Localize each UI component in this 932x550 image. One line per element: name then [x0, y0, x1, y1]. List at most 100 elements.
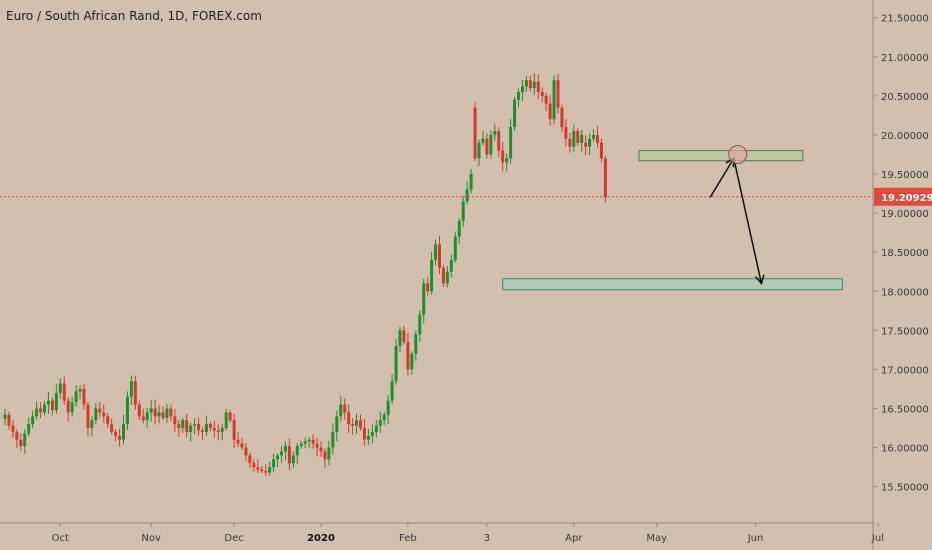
candle-body — [228, 412, 232, 421]
candle-body — [359, 420, 362, 429]
candle-body — [343, 404, 347, 413]
y-axis: 15.50000 16.00000 16.50000 17.00000 17.50000… — [873, 14, 932, 494]
candle-body — [418, 314, 422, 335]
candle-body — [564, 127, 568, 139]
candle-body — [532, 81, 536, 89]
candle-body — [54, 392, 58, 411]
candle-body — [453, 236, 457, 260]
x-tick-label: Nov — [141, 533, 161, 544]
candle-body — [204, 424, 208, 432]
candle-body — [493, 131, 497, 135]
candle-body — [193, 424, 197, 426]
candle-body — [276, 455, 280, 460]
candle-body — [197, 424, 201, 431]
candle-body — [477, 142, 481, 159]
candle-body — [169, 408, 173, 417]
candle-body — [98, 408, 102, 413]
candle-body — [201, 430, 204, 432]
projection-arrow-line — [709, 158, 735, 198]
candle-body — [173, 416, 177, 425]
candle-body — [560, 107, 564, 128]
candle-body — [374, 425, 378, 432]
candle-body — [426, 283, 430, 292]
candle-body — [248, 455, 252, 464]
y-tick-label: 17.00000 — [881, 365, 929, 376]
candle-body — [540, 91, 544, 96]
x-tick-label: 3 — [484, 533, 490, 544]
candle-body — [441, 267, 445, 284]
resistance-zone — [638, 150, 804, 162]
chart-title: Euro / South African Rand, 1D, FOREX.com — [6, 9, 262, 23]
candle-body — [335, 416, 339, 432]
y-tick-label: 16.50000 — [881, 404, 929, 415]
candle-body — [58, 383, 62, 393]
candle-body — [46, 400, 50, 405]
candle-body — [78, 388, 82, 392]
candle-body — [11, 425, 15, 432]
candle-body — [299, 443, 303, 447]
last-price-label: 19.20929 — [881, 193, 932, 204]
candle-body — [489, 134, 493, 155]
candle-body — [422, 283, 426, 315]
candle-body — [568, 138, 572, 147]
candle-body — [548, 103, 552, 120]
candle-body — [145, 412, 149, 421]
candle-body — [398, 330, 402, 346]
y-tick-label: 18.00000 — [881, 287, 929, 298]
x-tick-label: Jul — [871, 533, 884, 544]
zones-layer — [502, 150, 843, 291]
candle-body — [102, 412, 106, 417]
candle-body — [386, 400, 390, 415]
x-tick-label: Jun — [747, 533, 764, 544]
candle-body — [224, 412, 228, 429]
candle-body — [232, 420, 236, 440]
candle-body — [410, 353, 414, 370]
candle-body — [86, 404, 90, 429]
support-zone — [502, 278, 843, 291]
candle-body — [260, 469, 264, 472]
candle-body — [114, 431, 118, 436]
candle-body — [129, 381, 133, 397]
candle-body — [165, 408, 169, 418]
candle-body — [125, 396, 129, 425]
candle-body — [66, 400, 70, 413]
projection-arrowhead — [754, 274, 765, 285]
candle-body — [177, 424, 181, 429]
candle-body — [7, 414, 11, 426]
candle-body — [473, 107, 477, 159]
candle-body — [434, 244, 438, 260]
candle-body — [185, 420, 189, 432]
candle-body — [576, 131, 580, 143]
candle-body — [505, 158, 509, 163]
candle-body — [390, 381, 394, 401]
candle-body — [236, 439, 240, 444]
y-tick-label: 19.50000 — [881, 170, 929, 181]
candle-body — [370, 431, 374, 436]
candle-body — [406, 342, 410, 370]
candle-body — [430, 260, 434, 292]
candle-body — [556, 80, 560, 108]
candle-body — [438, 244, 441, 268]
candle-body — [552, 80, 556, 120]
candle-body — [295, 446, 299, 456]
candle-body — [311, 439, 315, 444]
candle-body — [15, 431, 19, 440]
candle-body — [509, 127, 513, 159]
candle-body — [461, 201, 465, 221]
candle-body — [70, 402, 74, 413]
candle-body — [118, 435, 122, 440]
y-tick-label: 20.50000 — [881, 92, 929, 103]
candle-body — [323, 451, 327, 460]
candle-body — [603, 158, 607, 198]
candle-body — [339, 404, 343, 417]
x-axis: Oct Nov Dec 2020 Feb 3 Apr May Jun Jul — [52, 523, 884, 544]
candle-body — [528, 80, 532, 89]
y-tick-label: 18.50000 — [881, 248, 929, 259]
candle-body — [23, 433, 27, 447]
candle-body — [74, 391, 78, 403]
x-tick-label: Apr — [565, 533, 583, 544]
candle-body — [596, 134, 599, 143]
y-tick-label: 19.00000 — [881, 209, 929, 220]
